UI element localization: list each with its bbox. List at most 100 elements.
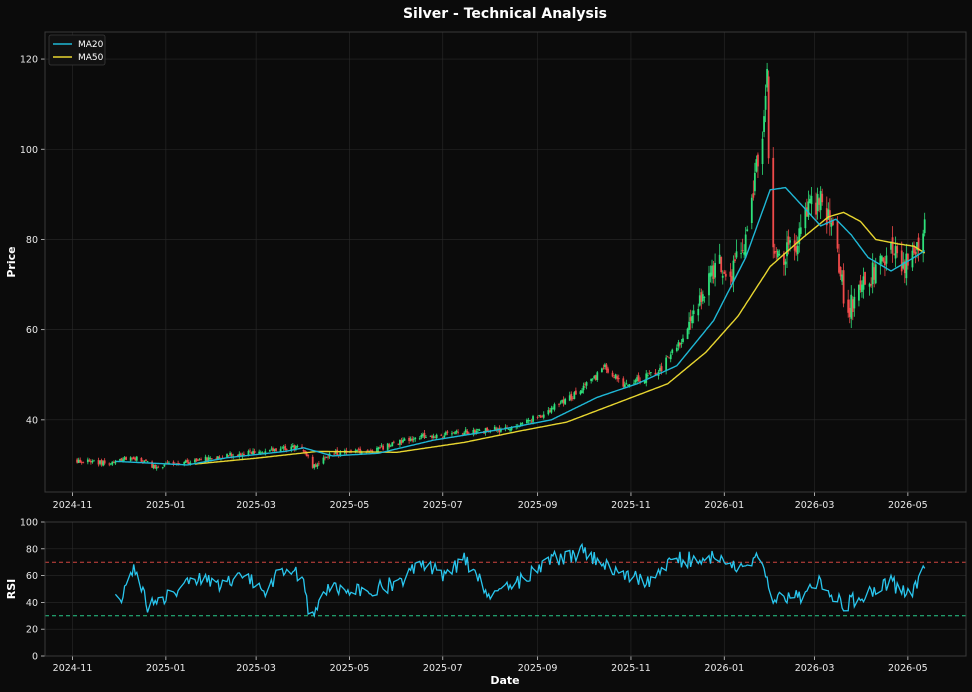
candle-down bbox=[227, 455, 230, 457]
candle-down bbox=[917, 237, 920, 251]
candle-down bbox=[239, 453, 242, 456]
price-x-tick-label: 2026-03 bbox=[795, 500, 835, 511]
candle-up bbox=[819, 191, 822, 211]
candle-up bbox=[701, 294, 704, 302]
candle-up bbox=[484, 428, 487, 433]
candle-up bbox=[625, 383, 628, 385]
candle-up bbox=[868, 283, 871, 287]
candle-down bbox=[452, 432, 455, 434]
candle-down bbox=[302, 450, 305, 452]
candle-down bbox=[366, 450, 369, 453]
candle-up bbox=[922, 233, 925, 251]
candle-up bbox=[322, 457, 325, 464]
candle-down bbox=[757, 154, 759, 167]
candle-up bbox=[444, 432, 447, 435]
candle-down bbox=[446, 431, 449, 433]
rsi-x-tick-label: 2025-11 bbox=[611, 663, 651, 674]
candle-up bbox=[600, 368, 603, 373]
candle-down bbox=[200, 459, 202, 461]
candle-down bbox=[392, 441, 395, 443]
rsi-y-tick-label: 0 bbox=[32, 652, 38, 663]
candle-up bbox=[573, 392, 576, 399]
candle-up bbox=[880, 256, 883, 262]
candle-up bbox=[290, 446, 293, 450]
candle-down bbox=[795, 246, 798, 253]
candle-up bbox=[766, 68, 769, 88]
candle-up bbox=[216, 456, 219, 460]
candle-down bbox=[82, 462, 85, 464]
candle-up bbox=[261, 452, 264, 453]
candle-down bbox=[882, 257, 885, 262]
candle-up bbox=[816, 194, 819, 212]
candle-up bbox=[708, 273, 710, 296]
candle-up bbox=[634, 380, 637, 383]
candle-up bbox=[477, 429, 479, 431]
candle-down bbox=[197, 460, 199, 462]
candle-up bbox=[189, 462, 192, 465]
candle-down bbox=[466, 430, 469, 434]
candle-up bbox=[198, 459, 201, 461]
candle-up bbox=[122, 459, 124, 461]
candle-down bbox=[847, 299, 850, 313]
candle-up bbox=[451, 433, 453, 435]
candle-down bbox=[602, 368, 605, 370]
rsi-y-tick-label: 40 bbox=[26, 598, 38, 609]
candle-up bbox=[295, 446, 297, 450]
candle-up bbox=[763, 116, 765, 132]
candle-down bbox=[815, 202, 817, 215]
candle-down bbox=[574, 390, 577, 395]
candle-up bbox=[626, 384, 629, 386]
candle-down bbox=[679, 342, 681, 346]
candle-down bbox=[441, 436, 444, 438]
candle-down bbox=[388, 444, 391, 447]
candle-down bbox=[734, 259, 736, 261]
candle-down bbox=[767, 76, 770, 159]
candle-up bbox=[750, 197, 753, 224]
candle-down bbox=[723, 271, 726, 274]
price-y-axis-ticks: 40 60 80 100 120 bbox=[20, 55, 45, 426]
candle-up bbox=[161, 467, 164, 468]
candle-down bbox=[457, 431, 459, 433]
candle-up bbox=[799, 227, 802, 234]
candle-up bbox=[356, 449, 358, 451]
price-x-tick-label: 2025-03 bbox=[236, 500, 276, 511]
candle-up bbox=[99, 460, 101, 464]
candle-up bbox=[146, 461, 149, 462]
candle-up bbox=[645, 373, 648, 383]
candle-down bbox=[666, 356, 669, 358]
candle-up bbox=[163, 464, 166, 467]
candle-up bbox=[291, 445, 294, 448]
candle-up bbox=[628, 384, 631, 387]
candle-down bbox=[731, 276, 733, 282]
candle-down bbox=[336, 449, 339, 456]
candle-up bbox=[665, 357, 668, 372]
rsi-y-tick-label: 60 bbox=[26, 571, 38, 582]
candle-up bbox=[809, 198, 811, 204]
candle-up bbox=[313, 464, 316, 468]
candle-down bbox=[112, 462, 115, 464]
candle-up bbox=[455, 430, 458, 433]
price-y-tick-label: 60 bbox=[26, 325, 38, 336]
candle-down bbox=[903, 261, 906, 274]
candle-down bbox=[836, 221, 839, 249]
candle-up bbox=[296, 446, 299, 447]
candle-up bbox=[77, 459, 80, 463]
candle-down bbox=[140, 457, 143, 462]
price-x-axis-ticks: 2024-11 2025-01 2025-03 2025-05 2025-07 2025-… bbox=[53, 492, 928, 511]
candle-down bbox=[913, 245, 915, 253]
candle-down bbox=[842, 270, 845, 304]
candle-up bbox=[204, 456, 207, 461]
price-panel: 40 60 80 100 120 2024-11 2025-01 2025-03 2025-0… bbox=[5, 31, 967, 511]
candle-down bbox=[359, 448, 362, 454]
candle-down bbox=[831, 219, 834, 226]
candle-up bbox=[827, 209, 830, 220]
candle-down bbox=[307, 455, 310, 457]
candle-down bbox=[397, 443, 400, 445]
candle-down bbox=[906, 253, 909, 266]
candle-down bbox=[206, 457, 209, 462]
candle-down bbox=[215, 458, 218, 460]
candle-up bbox=[526, 419, 528, 424]
candle-down bbox=[607, 368, 609, 373]
legend-ma20-label: MA20 bbox=[78, 40, 104, 50]
